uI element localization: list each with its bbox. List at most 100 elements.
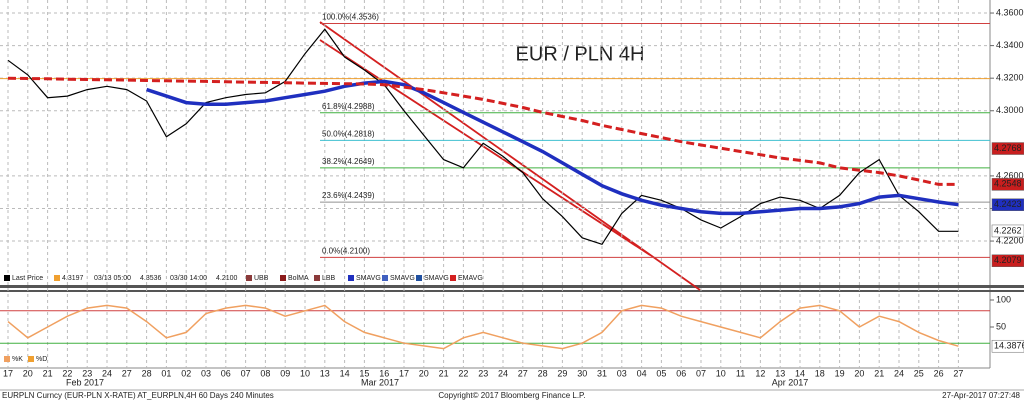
osc-line [7,304,959,350]
legend-label: 03/30 14:00 [170,275,207,282]
x-tick-label: 29 [557,368,567,378]
legend-swatch [416,275,422,281]
x-tick-label: 06 [676,368,686,378]
x-tick-label: 21 [43,368,53,378]
price-line [146,79,959,216]
x-tick-label: 21 [874,368,884,378]
legend-label: SMAVG [424,275,449,282]
legend-label: BolMA [288,275,309,282]
x-tick-label: 20 [854,368,864,378]
footer-right: 27-Apr-2017 07:27:48 [942,391,1020,400]
x-tick-label: 12 [755,368,765,378]
x-tick-label: 24 [894,368,904,378]
x-tick-label: 18 [815,368,825,378]
fib-label: 50.0%(4.2818) [322,130,375,139]
x-tick-label: 24 [498,368,508,378]
x-tick-label: 09 [280,368,290,378]
legend-swatch [348,275,354,281]
x-tick-label: 24 [102,368,112,378]
panel-separator [0,290,1024,292]
x-tick-label: 20 [23,368,33,378]
legend-label: LBB [322,275,336,282]
footer-center: Copyright© 2017 Bloomberg Finance L.P. [438,391,585,400]
x-tick-label: 25 [914,368,924,378]
month-label: Feb 2017 [66,377,104,387]
x-tick-label: 11 [736,368,745,378]
price-box-label: 4.2262 [994,225,1022,235]
price-box-label: 4.2768 [994,143,1022,153]
x-tick-label: 08 [260,368,270,378]
x-tick-label: 27 [518,368,528,378]
y-tick-label: 4.3200 [996,73,1024,83]
legend-swatch [246,275,252,281]
fib-label: 38.2%(4.2649) [322,157,375,166]
x-tick-label: 23 [478,368,488,378]
y-tick-label: 4.3400 [996,40,1024,50]
y-tick-label: 4.3600 [996,7,1024,17]
x-tick-label: 10 [300,368,310,378]
price-box-label: 4.2079 [994,255,1022,265]
x-tick-label: 19 [835,368,845,378]
y-tick-label: 4.3000 [996,105,1024,115]
y-tick-label: 4.2200 [996,235,1024,245]
x-tick-label: 17 [399,368,409,378]
fib-label: 61.8%(4.2988) [322,102,375,111]
x-tick-label: 15 [359,368,369,378]
fib-label: 23.6%(4.2439) [322,191,375,200]
osc-box-label: 14.3876 [994,341,1024,351]
legend-swatch [314,275,320,281]
price-box [991,142,1024,155]
price-box [991,178,1024,191]
x-tick-label: 05 [656,368,666,378]
price-box [991,198,1024,211]
legend-label: SMAVG [390,275,415,282]
x-tick-label: 02 [181,368,191,378]
panel-separator [0,285,1024,288]
x-tick-label: 28 [538,368,548,378]
chart-title: EUR / PLN 4H [516,43,645,65]
x-tick-label: 17 [3,368,13,378]
price-box [991,224,1024,238]
price-line [7,28,959,246]
x-tick-label: 13 [775,368,785,378]
x-tick-label: 07 [241,368,251,378]
legend-label: EMAVG [458,275,483,282]
legend-label: 4.2100 [216,275,238,282]
x-tick-label: 10 [716,368,726,378]
x-tick-label: 31 [597,368,607,378]
x-tick-label: 26 [934,368,944,378]
legend-swatch [450,275,456,281]
x-tick-label: 22 [62,368,72,378]
price-box-label: 4.2548 [994,179,1022,189]
legend-swatch [382,275,388,281]
x-tick-label: 23 [82,368,92,378]
legend-swatch [4,275,10,281]
legend-label: Last Price [12,275,43,282]
x-tick-label: 20 [419,368,429,378]
y-tick-label: 4.2600 [996,170,1024,180]
x-tick-label: 14 [340,368,350,378]
price-box [991,254,1024,268]
x-tick-label: 27 [953,368,963,378]
legend-label: 03/13 05:00 [94,275,131,282]
x-tick-label: 04 [637,368,647,378]
legend-label: UBB [254,275,269,282]
fib-label: 0.0%(4.2100) [322,246,370,255]
legend-label: 4.3197 [62,275,84,282]
price-box-label: 4.2423 [994,199,1022,209]
osc-tick-label: 50 [996,321,1006,331]
month-label: Apr 2017 [772,377,809,387]
fib-label: 100.0%(4.3536) [322,13,379,22]
x-tick-label: 30 [577,368,587,378]
price-line [7,76,959,186]
legend-swatch [4,356,10,362]
x-tick-label: 07 [696,368,706,378]
month-label: Mar 2017 [361,377,399,387]
x-tick-label: 14 [795,368,805,378]
legend-label: %K [12,356,23,363]
x-tick-label: 03 [201,368,211,378]
x-tick-label: 21 [439,368,449,378]
